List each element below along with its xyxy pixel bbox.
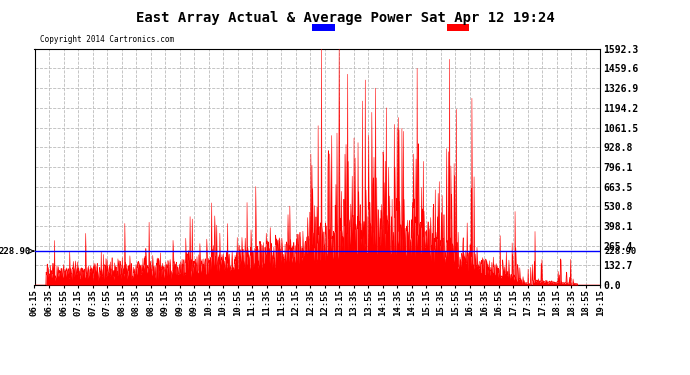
Legend: Average  (DC Watts), East Array  (DC Watts): Average (DC Watts), East Array (DC Watts…: [311, 22, 595, 33]
Text: 228.90: 228.90: [604, 246, 637, 255]
Text: Copyright 2014 Cartronics.com: Copyright 2014 Cartronics.com: [40, 35, 175, 44]
Text: 228.90: 228.90: [0, 246, 30, 255]
Text: East Array Actual & Average Power Sat Apr 12 19:24: East Array Actual & Average Power Sat Ap…: [136, 11, 554, 25]
